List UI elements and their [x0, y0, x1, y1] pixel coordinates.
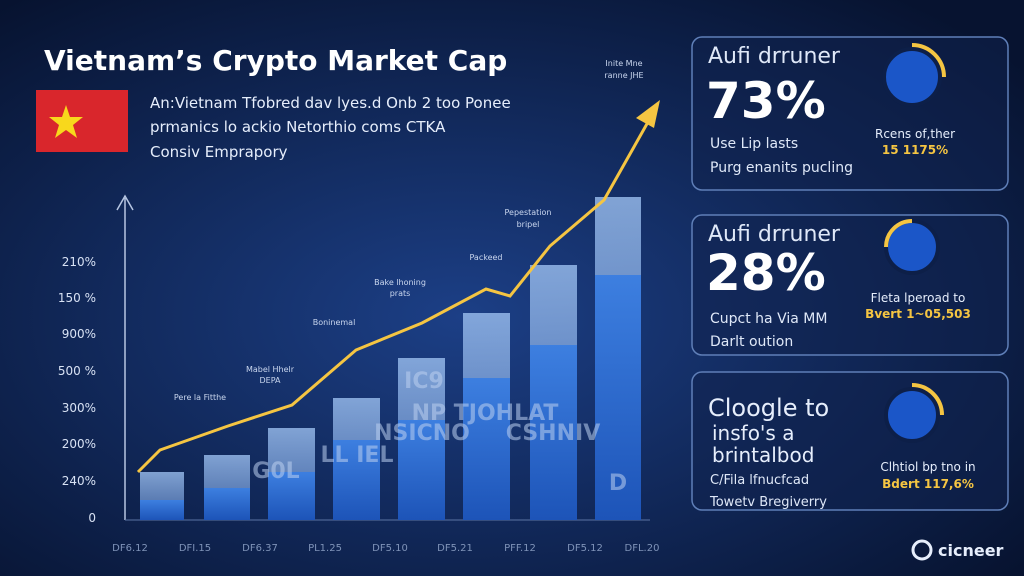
x-label: DF5.21: [437, 543, 473, 554]
bar: [140, 500, 184, 520]
x-label: DF5.12: [567, 543, 603, 554]
y-label: 300%: [62, 401, 96, 415]
annotation: Boninemal: [313, 318, 356, 327]
card-side: Bdert 117,6%: [882, 477, 974, 491]
x-label: DFL.20: [625, 543, 660, 554]
card-heading: Cloogle to: [708, 394, 829, 422]
y-label: 150 %: [58, 291, 96, 305]
bar-text: NP TJOHLAT: [412, 401, 559, 426]
card-line: Cupct ha Via MM: [710, 311, 827, 327]
bar: [398, 420, 445, 520]
subtitle: An:Vietnam Tfobred dav lyes.d Onb 2 too …: [150, 94, 511, 112]
x-label: PFF.12: [504, 543, 536, 554]
card-value: 28%: [706, 244, 826, 302]
card-line: C/Fila lfnucfcad: [710, 473, 809, 488]
bars: [140, 197, 641, 520]
card-side: Clhtiol bp tno in: [880, 460, 975, 474]
card-value: 73%: [706, 72, 826, 130]
logo: cicneer: [938, 541, 1004, 560]
card-line: Use Lip lasts: [710, 136, 798, 152]
card-line: Towetv Bregiverry: [709, 495, 827, 510]
y-label: 240%: [62, 474, 96, 488]
bar-text: LL IEL: [321, 443, 394, 468]
icon: [882, 47, 942, 107]
bar: [204, 488, 250, 520]
bar-text: G0L: [252, 459, 299, 484]
subtitle: prmanics lo ackio Netorthio coms CTKA: [150, 118, 446, 136]
card-heading: Aufi drruner: [708, 44, 841, 69]
annotation: Inite Mne: [605, 59, 642, 68]
card-side: Rcens of,ther: [875, 127, 955, 141]
bar-text: CSHNIV: [506, 421, 600, 446]
x-label: DF6.37: [242, 543, 278, 554]
annotation: bripel: [517, 220, 540, 229]
icon-arc: [911, 383, 944, 416]
bar-text: NSICNO: [374, 421, 470, 446]
x-label: DFI.15: [179, 543, 211, 554]
axis-arrow: [116, 194, 134, 211]
subtitle: Consiv Emprapory: [150, 143, 288, 161]
flag: [36, 90, 128, 152]
card-line: Darlt oution: [710, 334, 793, 350]
icon: [884, 387, 940, 443]
annotation: DEPA: [260, 376, 282, 385]
x-label: PL1.25: [308, 543, 342, 554]
flag-star: [49, 105, 83, 138]
y-label: 900%: [62, 327, 96, 341]
icon-arc: [911, 43, 946, 78]
annotation: Pere la Fitthe: [174, 393, 226, 402]
icons: [882, 43, 946, 443]
annotation: Packeed: [469, 253, 502, 262]
card-heading: insfo's a: [712, 421, 794, 445]
annotation: Pepestation: [505, 208, 552, 217]
y-label: 210%: [62, 255, 96, 269]
bar: [463, 378, 510, 520]
trend-arrow: [636, 100, 660, 128]
card-side: 15 1175%: [882, 143, 948, 157]
title: Vietnam’s Crypto Market Cap: [44, 44, 507, 77]
logo-icon: [911, 539, 933, 561]
bar: [268, 472, 315, 520]
bar: [530, 345, 577, 520]
icon-arc: [884, 219, 913, 248]
card-side: Fleta lperoad to: [871, 291, 966, 305]
annotation: Bake lhoning: [374, 278, 426, 287]
x-label: DF5.10: [372, 543, 408, 554]
bar: [595, 275, 641, 520]
annotation: Mabel Hhelr: [246, 365, 295, 374]
card-line: Purg enanits pucling: [710, 160, 853, 176]
bar-text: IC9: [404, 369, 444, 394]
bar-text: D: [609, 471, 627, 496]
annotation: ranne JHE: [604, 71, 643, 80]
y-label: 0: [88, 511, 96, 525]
trend-line: [136, 121, 650, 474]
annotation: prats: [390, 289, 411, 298]
card-side: Bvert 1~05,503: [865, 307, 971, 321]
bar: [333, 440, 380, 520]
card-heading: brintalbod: [712, 443, 814, 467]
x-label: DF6.12: [112, 543, 148, 554]
y-label: 500 %: [58, 364, 96, 378]
card-heading: Aufi drruner: [708, 222, 841, 247]
y-label: 200%: [62, 437, 96, 451]
